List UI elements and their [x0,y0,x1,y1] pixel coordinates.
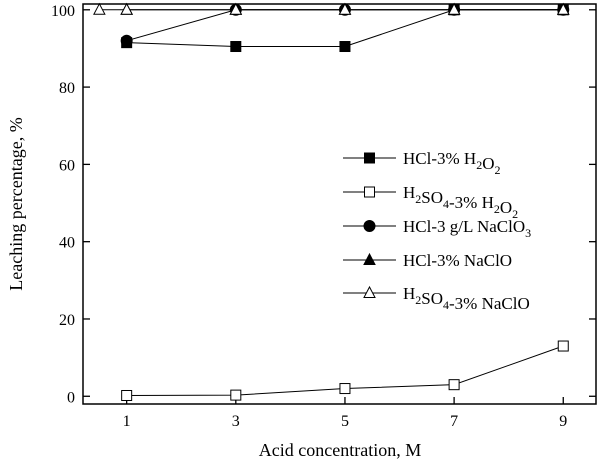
legend-marker-1 [364,152,375,164]
series-2-point [339,383,351,395]
y-tick-label: 100 [51,3,75,20]
series-5-point [120,2,133,15]
series-markers [93,2,570,401]
legend-marker-5 [363,285,376,298]
x-tick-label: 7 [450,413,458,430]
series-5-point [556,2,570,15]
series-5-point [93,2,106,15]
series-2-point [121,389,133,401]
legend-label-3: HCl-3 g/L NaClO3 [403,217,531,240]
legend-label-1: HCl-3% H2O2 [403,149,500,177]
series-2-point [230,389,242,401]
x-tick-label: 9 [559,413,567,430]
y-axis-title: Leaching percentage, % [6,117,26,290]
legend-label-4: HCl-3% NaClO [403,251,512,270]
legend-marker-4 [363,252,376,265]
y-tick-label: 60 [59,157,75,174]
x-tick-label: 5 [341,413,349,430]
series-5-point [447,2,461,15]
series-2-point [448,379,460,391]
plot-frame [82,3,597,405]
x-tick-label: 1 [123,413,131,430]
legend-label-2: H2SO4-3% H2O2 [403,183,518,221]
legend-label-5: H2SO4-3% NaClO [403,284,530,313]
tick-group: 1 3 5 7 9 0 20 40 60 80 100 [51,3,596,430]
series-3-point [120,34,133,47]
y-tick-label: 80 [59,80,75,97]
y-tick-label: 0 [67,389,75,406]
legend-marker-2 [364,186,375,198]
series-1-point [230,41,242,53]
legend-marker-3 [363,220,376,232]
y-tick-label: 20 [59,312,75,329]
series-5-point [229,2,243,15]
series-5-point [338,2,352,15]
x-axis-title: Acid concentration, M [259,440,421,460]
series-2-point [557,340,569,352]
series-1-point [339,41,351,53]
x-tick-label: 3 [232,413,240,430]
y-tick-label: 40 [59,235,75,252]
